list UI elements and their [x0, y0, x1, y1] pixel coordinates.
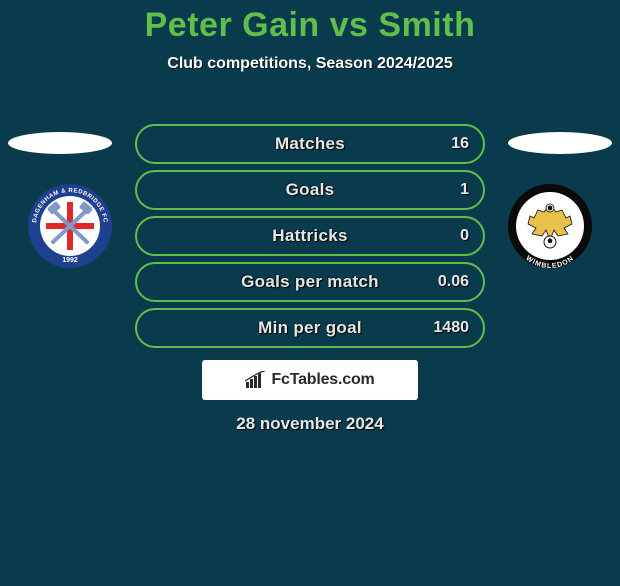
- date-text: 28 november 2024: [0, 414, 620, 434]
- stat-bar-hattricks: Hattricks 0: [135, 216, 485, 256]
- stat-label: Matches: [275, 134, 345, 154]
- stat-value: 16: [451, 135, 469, 153]
- stats-column: Matches 16 Goals 1 Hattricks 0 Goals per…: [135, 124, 485, 354]
- stat-bar-mpg: Min per goal 1480: [135, 308, 485, 348]
- page-title: Peter Gain vs Smith: [0, 6, 620, 45]
- stat-value: 1: [460, 181, 469, 199]
- stat-value: 1480: [433, 319, 469, 337]
- stat-bar-gpm: Goals per match 0.06: [135, 262, 485, 302]
- footer-brand: FcTables.com: [202, 360, 418, 400]
- left-player-ellipse: [8, 132, 112, 154]
- stat-value: 0: [460, 227, 469, 245]
- right-team-badge: AFC WIMBLEDON: [500, 182, 600, 270]
- stat-label: Min per goal: [258, 318, 362, 338]
- badge-year: 1992: [62, 257, 78, 264]
- svg-text:AFC: AFC: [541, 191, 559, 201]
- right-player-ellipse: [508, 132, 612, 154]
- page-subtitle: Club competitions, Season 2024/2025: [0, 55, 620, 73]
- stat-bar-matches: Matches 16: [135, 124, 485, 164]
- stat-bar-goals: Goals 1: [135, 170, 485, 210]
- left-team-badge: DAGENHAM & REDBRIDGE FC 1992: [20, 182, 120, 270]
- badge-ring-text-top: AFC: [541, 191, 559, 201]
- stat-label: Hattricks: [272, 226, 347, 246]
- stat-label: Goals per match: [241, 272, 379, 292]
- stat-label: Goals: [286, 180, 335, 200]
- stat-value: 0.06: [438, 273, 469, 291]
- footer-brand-text: FcTables.com: [271, 371, 374, 389]
- chart-icon: [245, 371, 265, 389]
